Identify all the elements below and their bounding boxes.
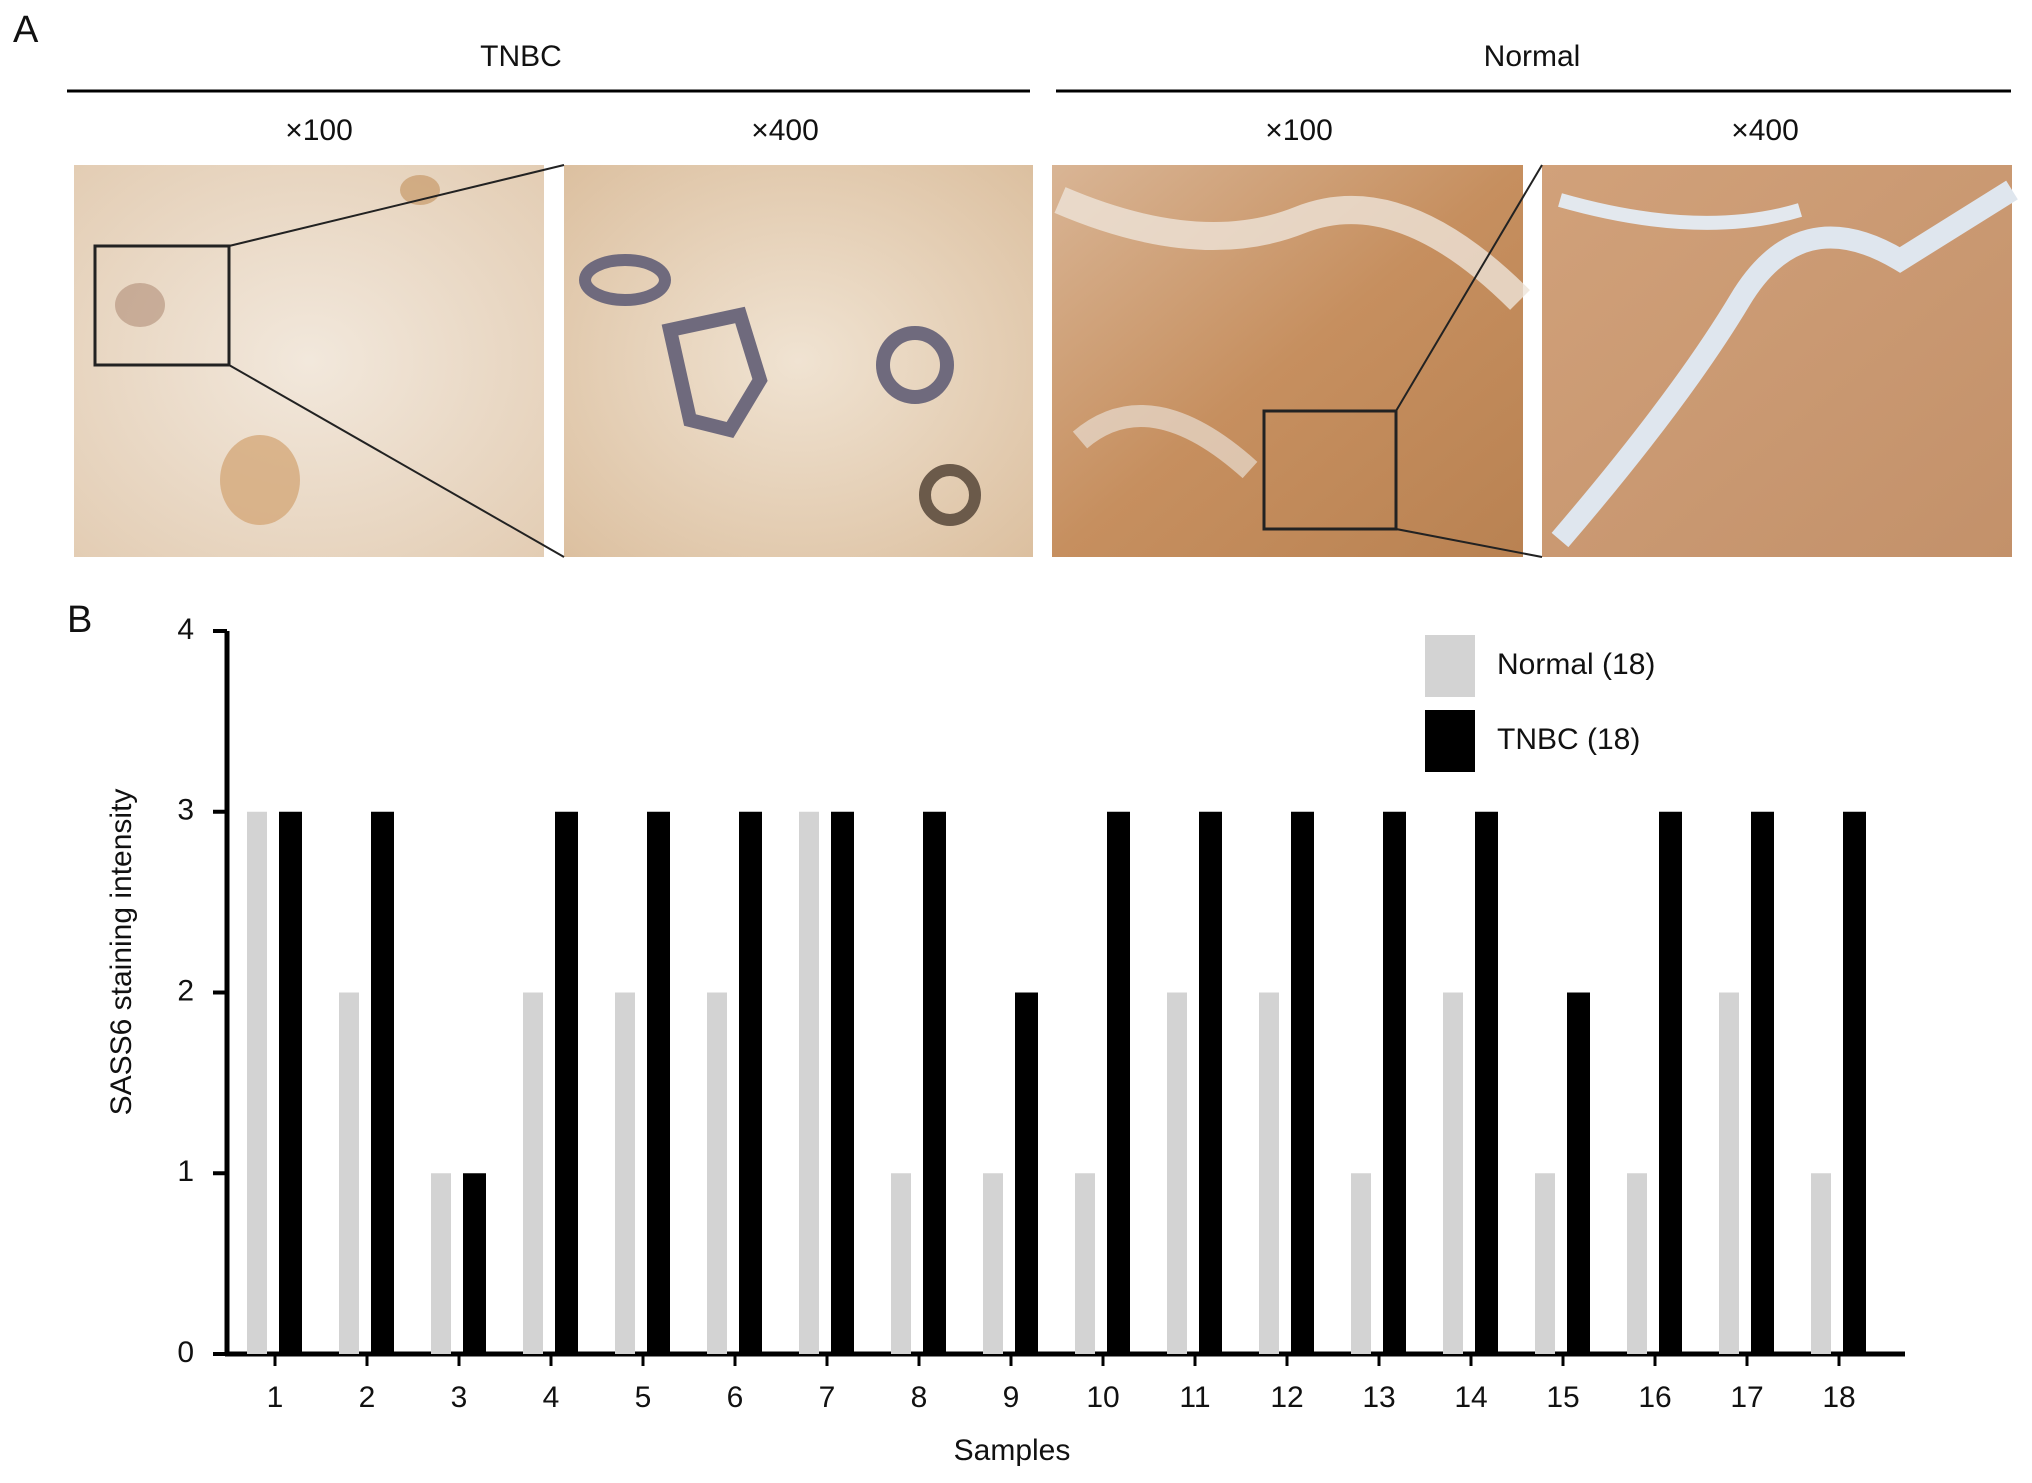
bar xyxy=(1535,1173,1555,1354)
bar xyxy=(1015,992,1038,1354)
bar xyxy=(1719,992,1739,1354)
magnification: ×400 xyxy=(751,114,819,147)
bar xyxy=(279,811,302,1354)
bar xyxy=(983,1173,1003,1354)
bar xyxy=(339,992,359,1354)
panel-label: A xyxy=(13,9,39,51)
y-tick-label: 2 xyxy=(177,974,194,1007)
bar xyxy=(1751,811,1774,1354)
zoom-box xyxy=(93,244,231,367)
y-tick-label: 4 xyxy=(177,613,194,646)
bar xyxy=(707,992,727,1354)
bar xyxy=(247,811,267,1354)
bar xyxy=(1659,811,1682,1354)
bar xyxy=(1351,1173,1371,1354)
x-tick-label: 3 xyxy=(451,1381,468,1414)
zoom-line xyxy=(228,364,565,558)
y-axis-label: SASS6 staining intensity xyxy=(105,789,138,1116)
group-title: Normal xyxy=(1484,40,1581,73)
bar xyxy=(615,992,635,1354)
x-tick-label: 4 xyxy=(543,1381,560,1414)
bar xyxy=(739,811,762,1354)
zoom-line xyxy=(1395,164,1543,412)
micrograph xyxy=(1542,165,2018,557)
x-tick-label: 15 xyxy=(1546,1381,1579,1414)
bar xyxy=(647,811,670,1354)
group-title: TNBC xyxy=(480,40,562,73)
bar xyxy=(1567,992,1590,1354)
panel-label: B xyxy=(67,599,92,641)
bar xyxy=(1443,992,1463,1354)
legend-label: TNBC (18) xyxy=(1497,723,1640,756)
bar xyxy=(371,811,394,1354)
bar xyxy=(1627,1173,1647,1354)
y-tick-label: 3 xyxy=(177,794,194,827)
micrograph xyxy=(564,165,1033,557)
zoom-line xyxy=(1395,528,1543,558)
bar xyxy=(799,811,819,1354)
x-tick-label: 17 xyxy=(1730,1381,1763,1414)
magnification: ×100 xyxy=(1265,114,1333,147)
bar xyxy=(1291,811,1314,1354)
bar xyxy=(1475,811,1498,1354)
x-tick-label: 7 xyxy=(819,1381,836,1414)
x-tick-label: 13 xyxy=(1362,1381,1395,1414)
x-tick-label: 8 xyxy=(911,1381,928,1414)
bar xyxy=(555,811,578,1354)
x-tick-label: 2 xyxy=(359,1381,376,1414)
bar xyxy=(1843,811,1866,1354)
x-tick-label: 16 xyxy=(1638,1381,1671,1414)
bar xyxy=(1167,992,1187,1354)
legend-swatch xyxy=(1425,635,1475,697)
x-tick-label: 1 xyxy=(267,1381,284,1414)
zoom-line xyxy=(228,164,565,247)
bar xyxy=(1383,811,1406,1354)
x-tick-label: 10 xyxy=(1086,1381,1119,1414)
y-tick-label: 0 xyxy=(177,1336,194,1369)
bar xyxy=(1259,992,1279,1354)
bar xyxy=(431,1173,451,1354)
x-tick-label: 6 xyxy=(727,1381,744,1414)
x-tick-label: 5 xyxy=(635,1381,652,1414)
x-tick-label: 14 xyxy=(1454,1381,1487,1414)
bar xyxy=(1075,1173,1095,1354)
bar xyxy=(1107,811,1130,1354)
legend-swatch xyxy=(1425,710,1475,772)
bar xyxy=(891,1173,911,1354)
x-tick-label: 12 xyxy=(1270,1381,1303,1414)
legend-label: Normal (18) xyxy=(1497,648,1655,681)
bar xyxy=(923,811,946,1354)
x-axis-label: Samples xyxy=(954,1434,1071,1467)
bar xyxy=(1811,1173,1831,1354)
x-tick-label: 18 xyxy=(1822,1381,1855,1414)
micrograph xyxy=(74,165,544,557)
bar xyxy=(1199,811,1222,1354)
y-tick-label: 1 xyxy=(177,1155,194,1188)
magnification: ×100 xyxy=(285,114,353,147)
bar xyxy=(523,992,543,1354)
magnification: ×400 xyxy=(1731,114,1799,147)
bar xyxy=(831,811,854,1354)
bar xyxy=(463,1173,486,1354)
x-tick-label: 9 xyxy=(1003,1381,1020,1414)
zoom-box xyxy=(1262,409,1398,531)
micrograph xyxy=(1052,165,1530,557)
x-tick-label: 11 xyxy=(1179,1381,1210,1414)
